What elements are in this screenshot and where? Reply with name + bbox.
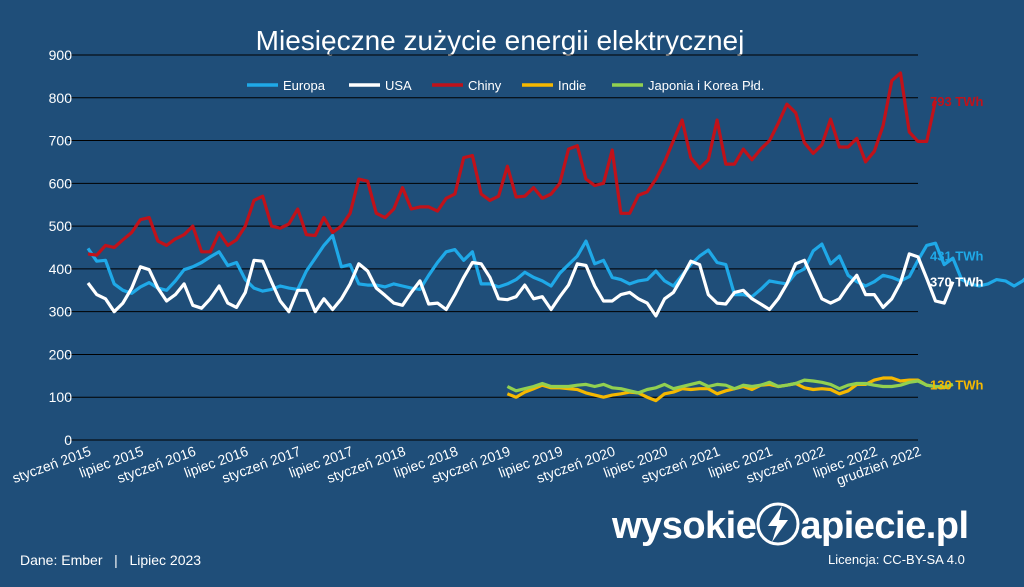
legend-label: Indie bbox=[558, 78, 586, 93]
legend-label: USA bbox=[385, 78, 412, 93]
end-value-label: 431 TWh bbox=[930, 249, 984, 264]
y-tick-label: 700 bbox=[49, 133, 73, 149]
end-value-label: 793 TWh bbox=[930, 94, 984, 109]
legend-label: Europa bbox=[283, 78, 326, 93]
series-line-japonia-i-korea-p-d- bbox=[506, 378, 954, 395]
series-lines bbox=[86, 71, 1024, 403]
series-line-usa bbox=[86, 252, 955, 318]
site-logo[interactable]: wysokie apiecie.pl bbox=[612, 502, 969, 548]
legend: Europa USA Chiny Indie Japonia i Korea Płd. bbox=[247, 78, 764, 93]
grid bbox=[68, 54, 918, 441]
y-tick-label: 200 bbox=[49, 346, 73, 362]
series-line-chiny bbox=[87, 71, 938, 257]
end-value-label: 130 TWh bbox=[930, 377, 984, 392]
y-axis-ticks: 0 100 200 300 400 500 600 700 800 900 bbox=[49, 47, 73, 448]
y-tick-label: 400 bbox=[49, 261, 73, 277]
source-note: Dane: Ember | Lipiec 2023 bbox=[20, 552, 202, 568]
y-tick-label: 500 bbox=[49, 218, 73, 234]
logo-text-left: wysokie bbox=[612, 505, 757, 547]
y-tick-label: 300 bbox=[49, 304, 73, 320]
legend-label: Japonia i Korea Płd. bbox=[648, 78, 764, 93]
series-line-indie bbox=[506, 376, 954, 403]
y-tick-label: 0 bbox=[64, 432, 72, 448]
logo-text-right: apiecie.pl bbox=[800, 505, 969, 547]
chart-title: Miesięczne zużycie energii elektrycznej bbox=[256, 25, 745, 56]
license-note: Licencja: CC-BY-SA 4.0 bbox=[828, 552, 965, 567]
y-tick-label: 900 bbox=[49, 47, 73, 63]
end-labels: 793 TWh 431 TWh 370 TWh 130 TWh bbox=[930, 94, 984, 393]
y-tick-label: 800 bbox=[49, 90, 73, 106]
legend-label: Chiny bbox=[468, 78, 502, 93]
y-tick-label: 100 bbox=[49, 389, 73, 405]
end-value-label: 370 TWh bbox=[930, 275, 984, 290]
bolt-icon bbox=[756, 502, 800, 546]
y-tick-label: 600 bbox=[49, 175, 73, 191]
